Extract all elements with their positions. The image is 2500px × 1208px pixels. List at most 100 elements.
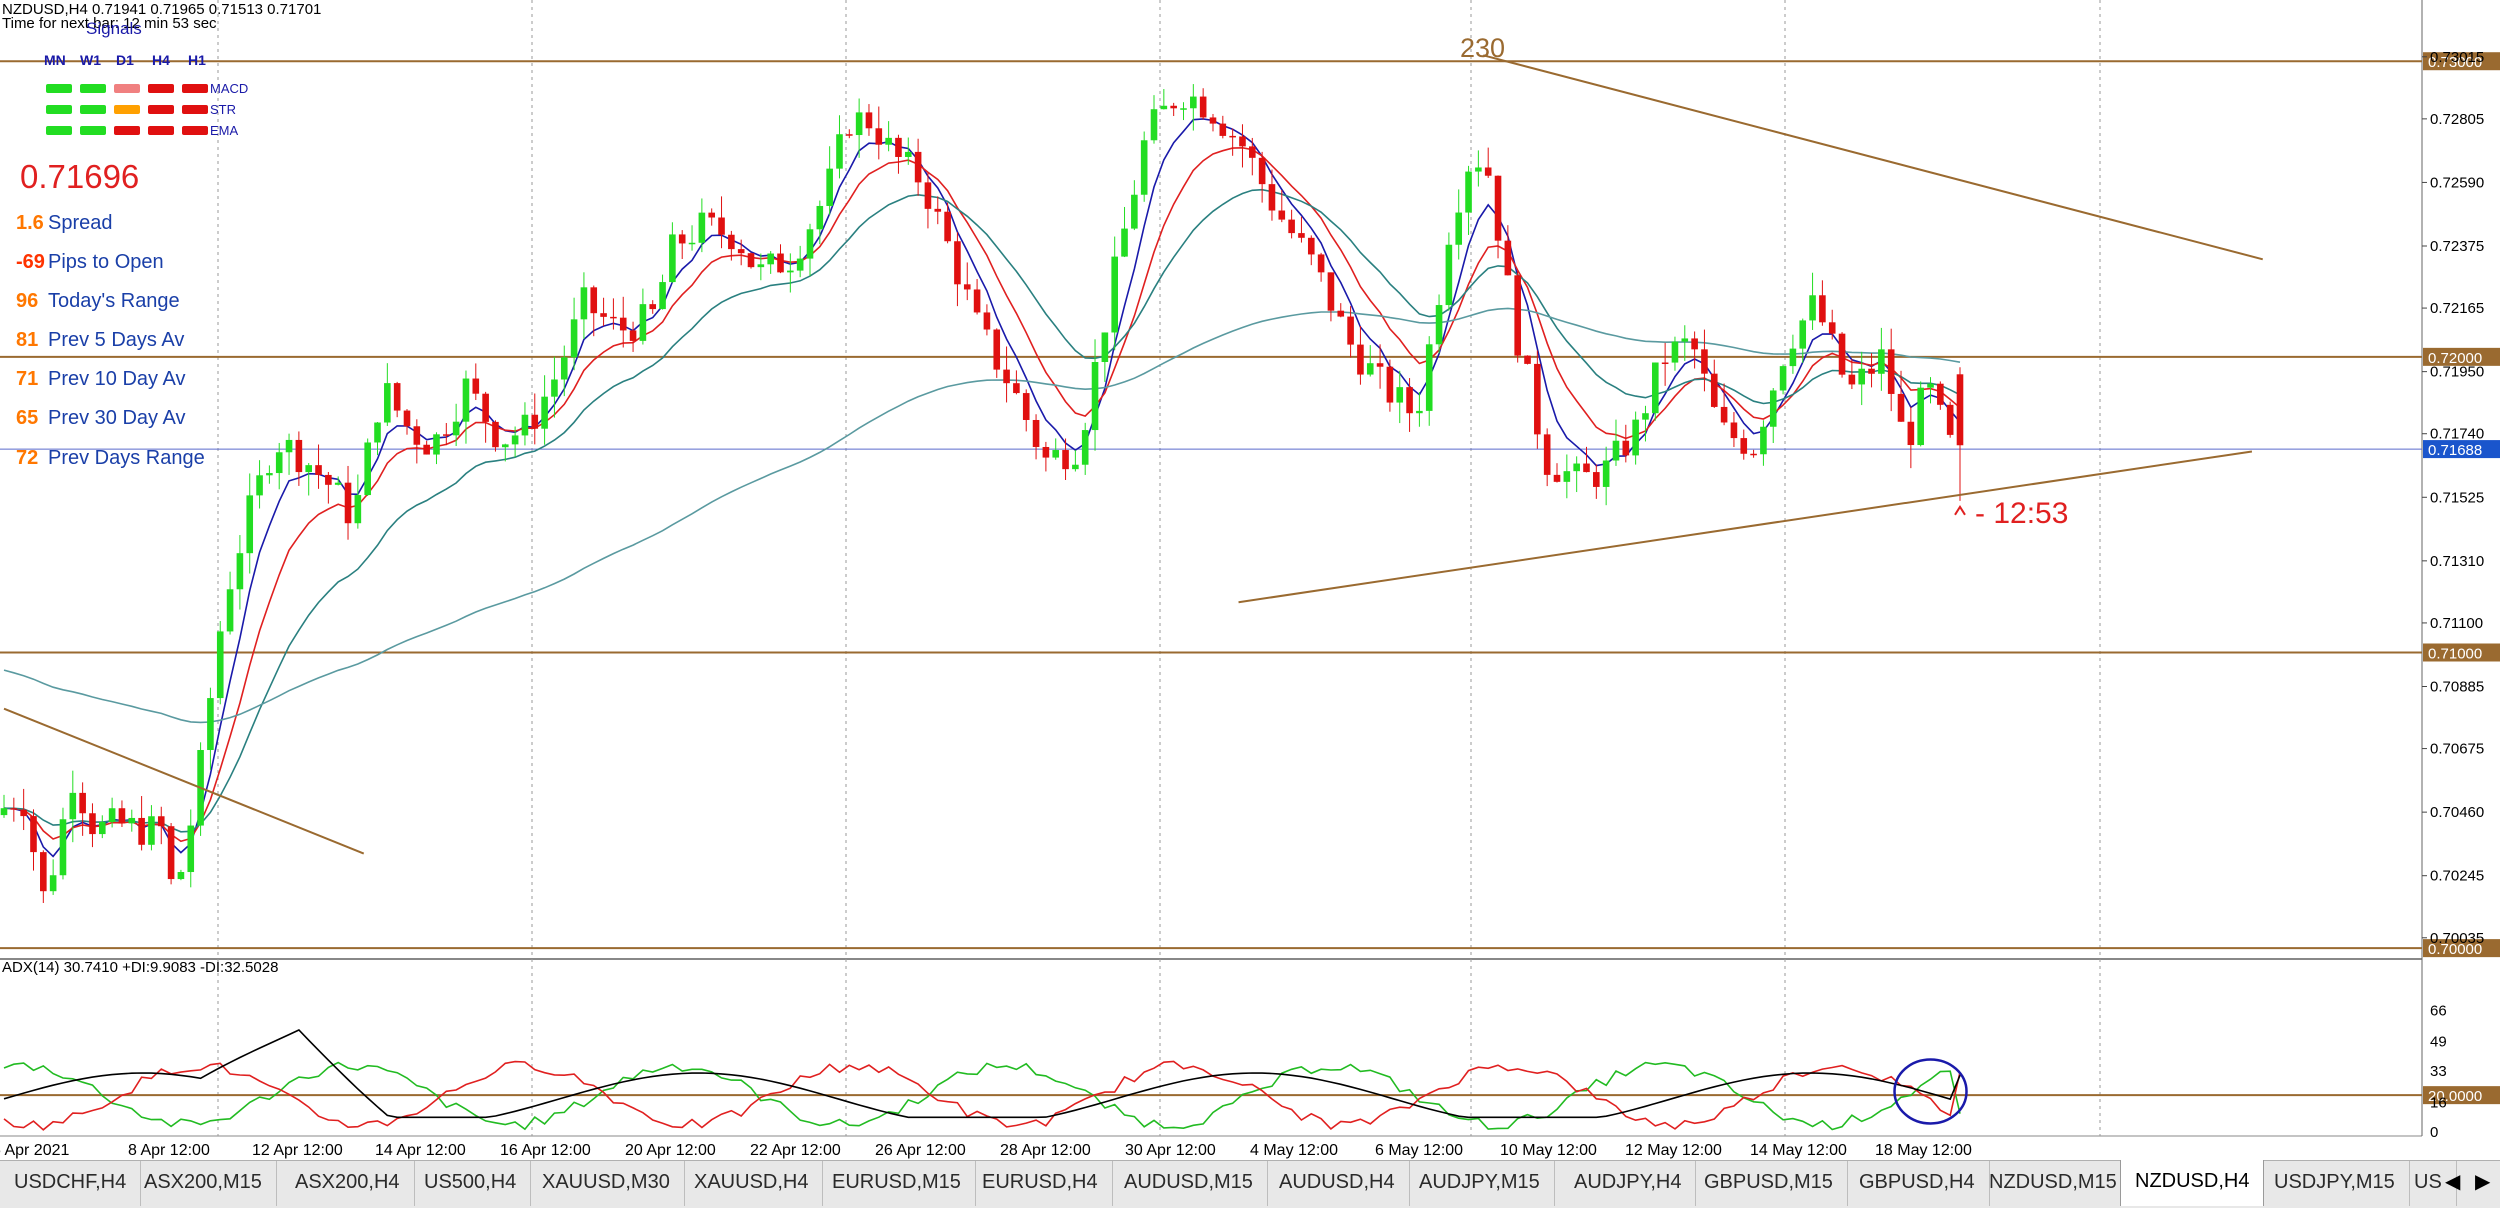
price-tick-label: 0.71525 bbox=[2430, 489, 2484, 506]
candle-body bbox=[118, 808, 126, 824]
candle-body bbox=[1602, 460, 1610, 487]
candle-body bbox=[1946, 404, 1954, 435]
symbol-tab[interactable]: XAUUSD,M30 bbox=[528, 1161, 685, 1206]
candle-body bbox=[1701, 349, 1708, 374]
candle-body bbox=[1651, 362, 1659, 414]
bull-candle bbox=[452, 403, 460, 447]
symbol-tab[interactable]: GBPUSD,H4 bbox=[1845, 1161, 1990, 1206]
candle-body bbox=[1013, 383, 1020, 394]
candle-body bbox=[521, 414, 529, 436]
time-tick-label: 22 Apr 12:00 bbox=[750, 1142, 841, 1159]
bear-candle bbox=[443, 423, 450, 446]
time-tick-label: 18 May 12:00 bbox=[1875, 1142, 1972, 1159]
candle-body bbox=[1937, 383, 1944, 405]
signal-cell bbox=[182, 105, 208, 114]
current-price-label: 0.71688 bbox=[2428, 442, 2482, 459]
candle-body bbox=[1868, 368, 1875, 374]
bar-close-marker-icon bbox=[1954, 504, 1966, 516]
candle-body bbox=[1229, 135, 1236, 138]
bull-candle bbox=[1072, 450, 1079, 472]
bull-candle bbox=[177, 869, 185, 881]
bear-candle bbox=[1258, 151, 1266, 203]
price-chart[interactable]: 0.73000 0.72000 0.71000 0.70000 0.71688 0.73… bbox=[0, 0, 2500, 1160]
bull-candle bbox=[433, 432, 440, 465]
symbol-tab[interactable]: AUDJPY,M15 bbox=[1405, 1161, 1555, 1206]
symbol-tab[interactable]: US500,H4 bbox=[410, 1161, 532, 1206]
adx-panel: 20.0000 66 49 33 16 0 bbox=[0, 1002, 2500, 1141]
symbol-tab[interactable]: AUDUSD,M15 bbox=[1110, 1161, 1268, 1206]
adx-tick-label: 66 bbox=[2430, 1002, 2447, 1019]
symbol-tab[interactable]: EURUSD,M15 bbox=[818, 1161, 976, 1206]
bear-candle bbox=[1897, 370, 1905, 422]
candle-body bbox=[1563, 471, 1571, 482]
bull-candle bbox=[659, 274, 666, 310]
stat-value: 81 bbox=[16, 329, 39, 351]
symbol-tab[interactable]: USDJPY,M15 bbox=[2260, 1161, 2410, 1206]
bear-candle bbox=[1337, 303, 1345, 318]
candle-body bbox=[610, 316, 617, 319]
symbol-tab[interactable]: AUDUSD,H4 bbox=[1265, 1161, 1410, 1206]
signal-cell bbox=[114, 105, 140, 114]
symbol-tab[interactable]: ASX200,H4 bbox=[281, 1161, 415, 1206]
candle-body bbox=[944, 211, 951, 242]
candle-body bbox=[1927, 383, 1934, 388]
bear-candle bbox=[1347, 306, 1354, 358]
bear-candle bbox=[1730, 412, 1738, 448]
bear-candle bbox=[1239, 124, 1246, 168]
candle-body bbox=[1357, 344, 1364, 375]
bear-candle bbox=[1946, 401, 1954, 438]
candle-body bbox=[374, 422, 381, 443]
bear-candle bbox=[1386, 359, 1394, 412]
candle-body bbox=[1760, 426, 1767, 455]
bull-candle bbox=[207, 687, 214, 770]
bull-candle bbox=[246, 473, 254, 574]
bear-candle bbox=[167, 823, 175, 885]
bear-candle bbox=[1298, 216, 1305, 243]
candle-body bbox=[1150, 109, 1158, 141]
minus-di-line bbox=[3, 1060, 1961, 1131]
bear-candle bbox=[865, 104, 873, 136]
tab-scroll-left-icon[interactable]: ◀ bbox=[2445, 1171, 2461, 1193]
bear-candle bbox=[1013, 370, 1020, 395]
candle-body bbox=[963, 284, 971, 290]
candle-body bbox=[904, 151, 912, 157]
symbol-tab[interactable]: AUDJPY,H4 bbox=[1560, 1161, 1697, 1206]
bull-candle bbox=[1101, 332, 1109, 382]
bull-candle bbox=[98, 815, 106, 839]
bear-candle bbox=[531, 393, 539, 445]
bear-candle bbox=[1524, 355, 1531, 365]
bear-candle bbox=[973, 279, 981, 315]
symbol-tab[interactable]: US bbox=[2400, 1161, 2457, 1206]
candle-body bbox=[256, 475, 263, 496]
symbol-tab[interactable]: ASX200,M15 bbox=[130, 1161, 277, 1206]
symbol-tab[interactable]: EURUSD,H4 bbox=[968, 1161, 1113, 1206]
symbol-tab[interactable]: GBPUSD,M15 bbox=[1690, 1161, 1848, 1206]
bear-candle bbox=[944, 202, 951, 244]
bear-candle bbox=[138, 796, 145, 851]
bull-candle bbox=[688, 225, 696, 251]
price-axis: 0.73015 0.72805 0.72590 0.72375 0.72165 0.719… bbox=[2422, 49, 2484, 947]
candle-body bbox=[334, 482, 342, 485]
tab-scroll-right-icon[interactable]: ▶ bbox=[2475, 1171, 2491, 1193]
signal-row: EMA bbox=[46, 123, 306, 138]
price-tick-label: 0.70675 bbox=[2430, 741, 2484, 758]
candle-body bbox=[216, 631, 224, 699]
candle-body bbox=[718, 217, 725, 235]
symbol-tab[interactable]: NZDUSD,M15 bbox=[1975, 1161, 2132, 1206]
bull-candle bbox=[1789, 334, 1797, 374]
bear-candle bbox=[1042, 441, 1050, 472]
candle-body bbox=[1268, 184, 1276, 211]
bear-candle bbox=[1661, 342, 1669, 386]
bear-candle bbox=[718, 196, 725, 249]
candle-body bbox=[98, 821, 106, 835]
signal-cell bbox=[80, 126, 106, 135]
symbol-tab[interactable]: XAUUSD,H4 bbox=[680, 1161, 824, 1206]
candle-body bbox=[836, 134, 843, 169]
candle-body bbox=[1504, 240, 1512, 276]
bull-candle bbox=[236, 535, 244, 610]
symbol-tab[interactable]: NZDUSD,H4 bbox=[2120, 1160, 2265, 1206]
bear-candle bbox=[157, 806, 165, 845]
bull-candle bbox=[275, 442, 283, 490]
symbol-tab[interactable]: USDCHF,H4 bbox=[0, 1161, 142, 1206]
bear-candle bbox=[413, 419, 421, 464]
